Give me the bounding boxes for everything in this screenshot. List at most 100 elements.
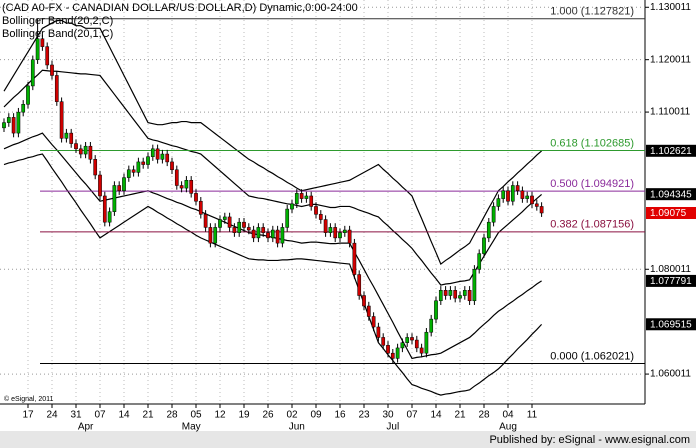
chart-title: (CAD A0-FX - CANADIAN DOLLAR/US DOLLAR,D… <box>2 2 358 14</box>
candle-body <box>11 117 16 134</box>
publisher: Published by: eSignal - www.esignal.com <box>489 434 690 446</box>
candle-body <box>2 122 6 129</box>
candle-body <box>458 295 462 299</box>
fib-label: 0.000 (1.062021) <box>550 350 634 362</box>
candle-body <box>290 203 294 210</box>
candle-body <box>362 295 366 307</box>
candle-body <box>453 290 458 299</box>
candle-body <box>50 64 54 76</box>
candle-body <box>165 153 170 163</box>
y-tick-label: 1.130011 <box>650 2 691 13</box>
candle-body <box>501 190 506 199</box>
candle-body <box>472 269 477 302</box>
price-box <box>646 144 696 157</box>
month-label: Aug <box>499 422 517 433</box>
price-box <box>646 207 696 220</box>
candle-body <box>174 169 179 186</box>
candle-body <box>318 214 323 220</box>
candle-body <box>376 326 381 338</box>
candle-body <box>251 229 256 239</box>
candle-body <box>381 337 386 346</box>
candle-body <box>122 177 126 191</box>
candle-body <box>74 143 78 150</box>
bollinger-band <box>3 19 542 266</box>
month-label: Apr <box>78 422 94 433</box>
x-tick-label: 07 <box>94 410 106 421</box>
candle-body <box>194 193 198 202</box>
x-tick-label: 16 <box>334 410 346 421</box>
price-box-label: 1.09075 <box>650 208 687 219</box>
x-tick-label: 21 <box>142 410 154 421</box>
y-tick-label: 1.060011 <box>650 369 691 380</box>
candle-body <box>59 101 64 139</box>
candle-body <box>395 347 400 359</box>
price-box-label: 1.069515 <box>650 319 692 330</box>
bollinger-band <box>3 69 542 286</box>
candle-body <box>386 345 390 354</box>
candle-body <box>208 227 213 244</box>
candle-body <box>510 185 515 202</box>
price-box-label: 1.077791 <box>650 276 692 287</box>
x-tick-label: 24 <box>46 410 58 421</box>
candle-body <box>410 337 414 341</box>
candle-body <box>371 316 376 328</box>
x-tick-label: 07 <box>406 410 418 421</box>
fib-label: 0.500 (1.094921) <box>550 178 634 190</box>
candle-body <box>443 290 448 296</box>
candle-body <box>266 232 270 239</box>
candle-body <box>184 180 189 189</box>
axes: 1.060011 1.080011 1.110011 1.120011 1.130011… <box>22 2 696 433</box>
candle-body <box>83 145 88 155</box>
candle-body <box>117 185 122 191</box>
candle-body <box>40 38 45 47</box>
candle-body <box>405 337 410 343</box>
candle-body <box>69 132 74 144</box>
bollinger-band <box>3 153 543 396</box>
indicator-label: Bollinger Band(20,2,C) <box>2 15 113 27</box>
candle-body <box>342 229 347 233</box>
candle-body <box>155 148 160 160</box>
y-tick-label: 1.080011 <box>650 264 691 275</box>
candle-body <box>246 227 251 231</box>
candle-body <box>141 161 146 165</box>
candle-body <box>98 174 102 197</box>
candle-body <box>304 195 309 199</box>
x-tick-label: 21 <box>454 410 466 421</box>
candle-body <box>222 216 227 220</box>
candle-body <box>338 232 342 239</box>
x-tick-label: 23 <box>358 410 370 421</box>
candle-body <box>280 227 285 244</box>
candle-body <box>400 342 405 349</box>
candle-body <box>136 161 141 173</box>
price-box <box>646 318 696 331</box>
candle-body <box>477 253 482 270</box>
candle-body <box>366 305 371 317</box>
candle-body <box>530 195 534 205</box>
y-tick-label: 1.120011 <box>650 54 691 65</box>
candle-body <box>414 339 419 349</box>
x-tick-label: 26 <box>262 410 274 421</box>
candle-body <box>21 104 26 113</box>
candle-body <box>26 85 30 105</box>
candle-body <box>16 111 21 134</box>
candles <box>2 18 544 364</box>
candle-body <box>218 219 222 228</box>
price-box <box>646 188 696 201</box>
x-tick-label: 02 <box>286 410 298 421</box>
candle-body <box>6 117 11 123</box>
candle-body <box>227 216 232 228</box>
x-tick-label: 17 <box>22 410 34 421</box>
fib-label: 0.382 (1.087156) <box>550 219 634 231</box>
candle-body <box>515 185 520 191</box>
candle-body <box>294 193 299 205</box>
candle-body <box>256 227 261 239</box>
candle-body <box>45 46 50 66</box>
fib-label: 1.000 (1.127821) <box>550 6 634 18</box>
candle-body <box>237 221 242 233</box>
candle-body <box>107 211 112 223</box>
candle-body <box>534 203 539 207</box>
candle-body <box>491 206 496 223</box>
candle-body <box>150 148 155 157</box>
x-tick-label: 28 <box>478 410 490 421</box>
